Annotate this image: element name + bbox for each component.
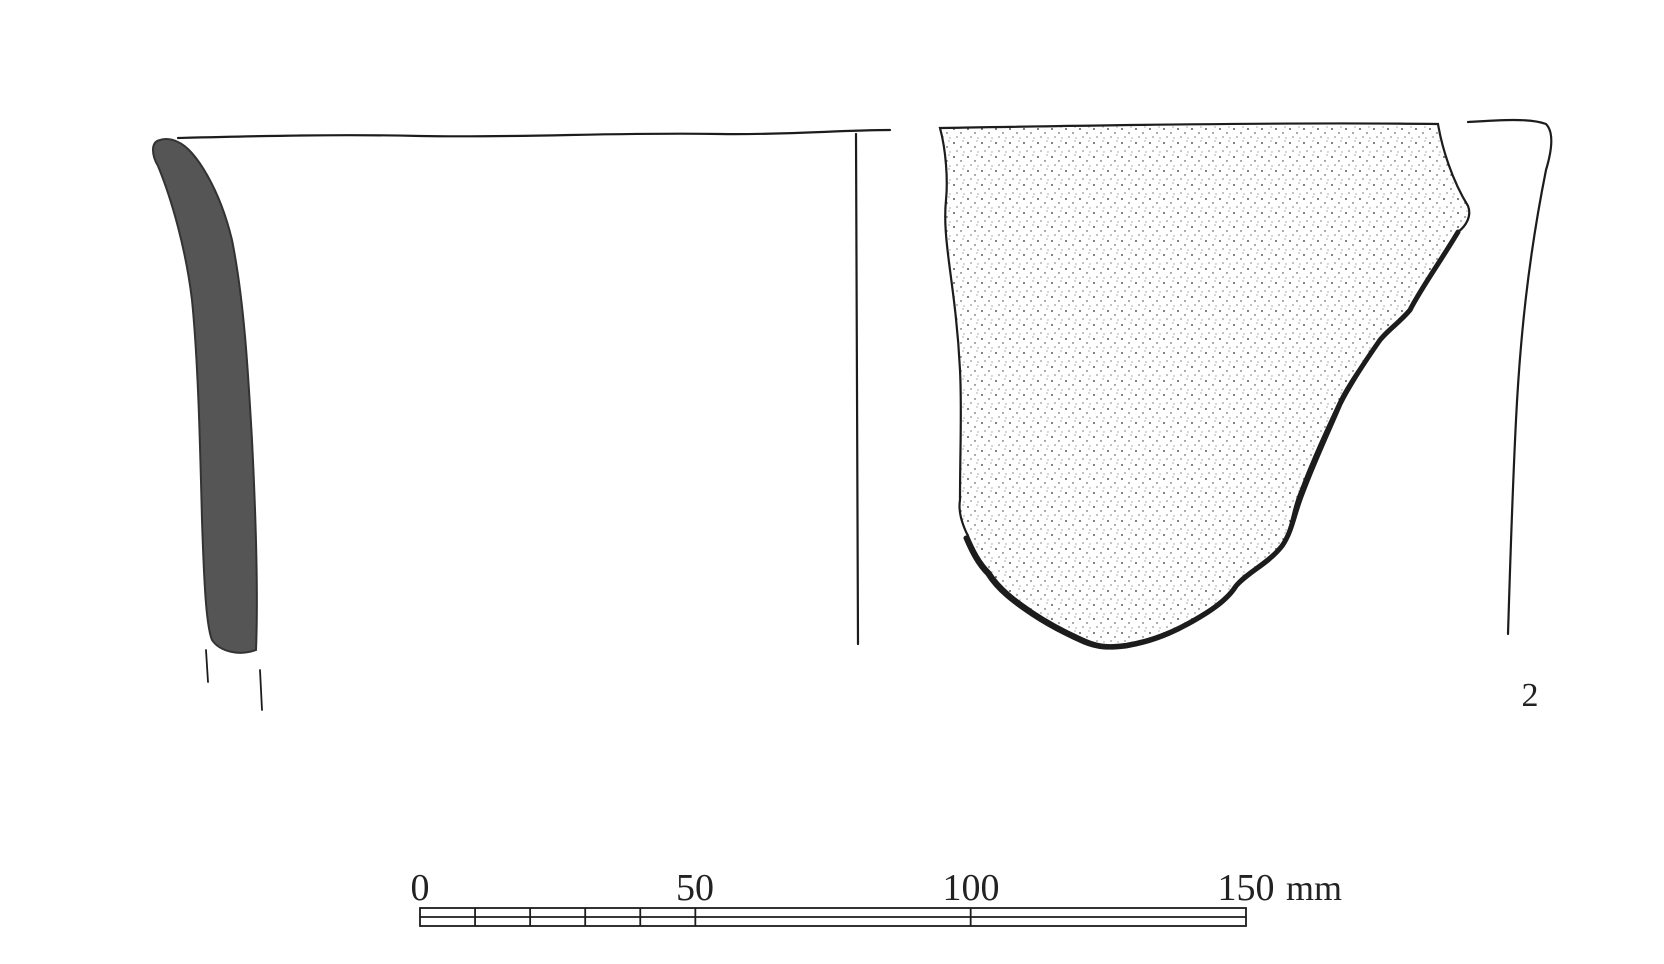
base-tick-right xyxy=(259,669,263,711)
figure-number: 2 xyxy=(1522,677,1539,714)
exterior-outline xyxy=(1466,118,1553,636)
scale-label-0: 0 xyxy=(411,867,430,909)
scale-bar xyxy=(419,907,1247,927)
scale-unit: mm xyxy=(1286,868,1342,908)
vessel-wall-section xyxy=(152,137,258,654)
sherd-fracture-edge xyxy=(963,229,1461,650)
scale-label-50: 50 xyxy=(676,867,714,909)
scale-bar-ticks xyxy=(474,908,972,926)
sherd-exterior xyxy=(938,122,1471,647)
base-tick-left xyxy=(205,649,209,683)
rim-line xyxy=(176,128,892,140)
central-axis xyxy=(854,132,860,646)
scale-label-100: 100 xyxy=(943,867,1000,909)
scale-label-150: 150 xyxy=(1218,867,1275,909)
